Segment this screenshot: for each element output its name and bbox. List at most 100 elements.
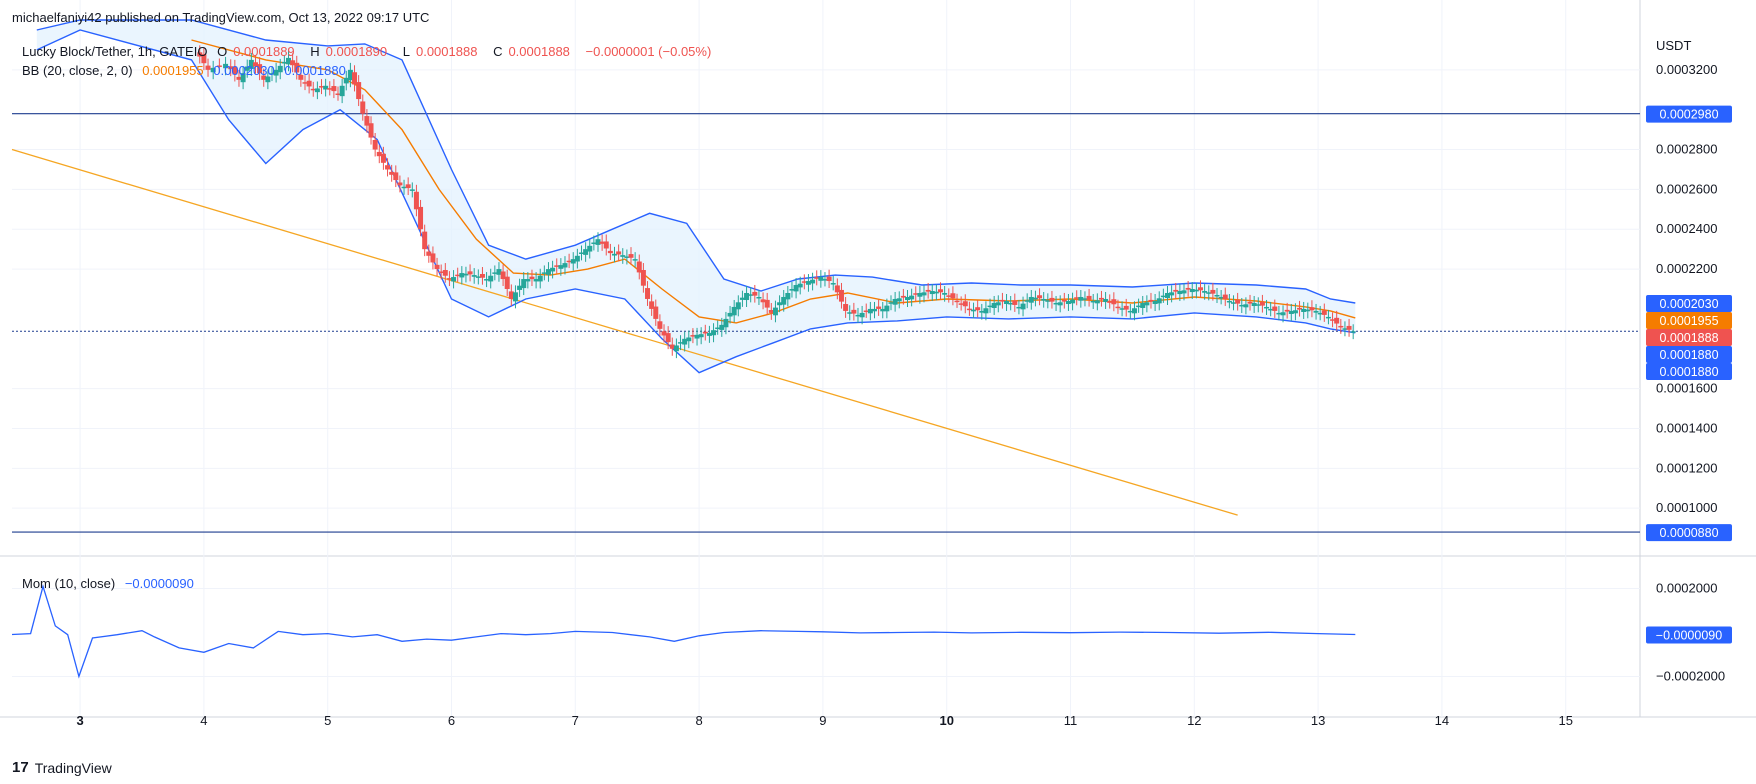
candle-body bbox=[834, 285, 840, 293]
candle-body bbox=[512, 292, 518, 302]
candle-body bbox=[715, 327, 721, 330]
candle-body bbox=[294, 62, 300, 73]
candle-body bbox=[838, 289, 844, 302]
candle-body bbox=[1156, 298, 1162, 304]
bb-basis-line bbox=[191, 39, 1356, 324]
candle-body bbox=[252, 62, 258, 67]
candle-body bbox=[393, 172, 399, 181]
candle-body bbox=[1198, 287, 1204, 291]
trend-line-segment bbox=[11, 148, 1238, 516]
candle-body bbox=[405, 184, 411, 189]
candle-body bbox=[1313, 310, 1319, 313]
candle-body bbox=[500, 271, 506, 280]
candle-body bbox=[744, 292, 750, 301]
candle-body bbox=[921, 292, 927, 296]
candle-body bbox=[1206, 292, 1212, 294]
candle-body bbox=[772, 307, 778, 316]
candle-body bbox=[983, 308, 989, 314]
main-legend: Lucky Block/Tether, 1h, GATEIO O 0.000188… bbox=[22, 44, 717, 59]
candle-body bbox=[1078, 296, 1084, 301]
candle-body bbox=[739, 297, 745, 300]
candle-body bbox=[958, 303, 964, 305]
bb-lower-line bbox=[36, 29, 1356, 374]
candle-body bbox=[723, 318, 729, 328]
candle-body bbox=[232, 66, 238, 75]
tradingview-logo-icon[interactable]: 17 bbox=[12, 759, 29, 776]
candle-body bbox=[201, 54, 207, 64]
candle-body bbox=[657, 321, 663, 329]
candle-body bbox=[1082, 298, 1088, 300]
candle-body bbox=[768, 309, 774, 313]
candle-body bbox=[1131, 308, 1137, 314]
candle-body bbox=[352, 72, 358, 85]
symbol-title[interactable]: Lucky Block/Tether, 1h, GATEIO bbox=[22, 44, 208, 59]
candle-body bbox=[938, 289, 944, 293]
mom-y-tick-label: 0.0002000 bbox=[1656, 581, 1717, 596]
candle-body bbox=[1160, 295, 1166, 298]
tradingview-wordmark[interactable]: TradingView bbox=[34, 759, 112, 776]
candle-body bbox=[1325, 316, 1331, 319]
candle-body bbox=[360, 101, 366, 114]
candle-body bbox=[1012, 300, 1018, 305]
candle-body bbox=[628, 254, 634, 258]
candle-body bbox=[339, 85, 345, 97]
bb-legend: BB (20, close, 2, 0) 0.0001955 0.0002030… bbox=[22, 63, 352, 78]
candle-body bbox=[451, 277, 457, 282]
candle-body bbox=[760, 299, 766, 303]
mom-label[interactable]: Mom (10, close) bbox=[22, 576, 116, 591]
candle-body bbox=[830, 283, 836, 285]
candle-body bbox=[735, 302, 741, 310]
candle-body bbox=[319, 86, 325, 88]
candle-body bbox=[562, 263, 568, 268]
candle-body bbox=[484, 279, 490, 281]
candle-body bbox=[818, 277, 824, 281]
candle-body bbox=[1057, 302, 1063, 306]
candle-body bbox=[591, 242, 597, 245]
axes: 3 4 5 6 7 8 9 10 11 12 13 14 15 0.0003200 0.0002800 0.0… bbox=[76, 38, 1725, 728]
candle-body bbox=[1103, 298, 1109, 303]
candle-body bbox=[756, 296, 762, 299]
y-tick-label: 0.0002400 bbox=[1656, 221, 1717, 236]
candle-body bbox=[595, 239, 601, 245]
price-label-box bbox=[1646, 345, 1732, 363]
low-label: L 0.0001888 bbox=[403, 44, 484, 59]
price-label-box bbox=[1646, 524, 1732, 542]
price-label-text: 0.0001880 bbox=[1659, 365, 1718, 379]
candle-body bbox=[966, 308, 972, 311]
candle-body bbox=[1280, 312, 1286, 316]
candle-body bbox=[933, 291, 939, 294]
candle-body bbox=[1177, 291, 1183, 295]
l-value: 0.0001888 bbox=[415, 44, 478, 59]
candle-body bbox=[599, 241, 605, 244]
candle-body bbox=[281, 61, 287, 64]
candle-body bbox=[426, 251, 432, 256]
candle-body bbox=[1024, 300, 1030, 302]
candle-body bbox=[409, 189, 415, 191]
candle-body bbox=[197, 52, 203, 57]
candle-body bbox=[678, 342, 684, 344]
close-label: C 0.0001888 bbox=[493, 44, 576, 59]
candle-body bbox=[1090, 300, 1096, 303]
candle-body bbox=[1020, 303, 1026, 310]
candle-body bbox=[1152, 300, 1158, 305]
candle-body bbox=[327, 88, 333, 90]
price-label-text: 0.0000880 bbox=[1659, 526, 1718, 540]
candle-body bbox=[265, 76, 271, 83]
y-tick-label: 0.0001400 bbox=[1656, 420, 1717, 435]
bb-label[interactable]: BB (20, close, 2, 0) bbox=[22, 63, 133, 78]
candle-body bbox=[1321, 310, 1327, 315]
candle-body bbox=[471, 275, 477, 277]
candle-body bbox=[793, 285, 799, 292]
candle-body bbox=[748, 294, 754, 296]
candle-body bbox=[413, 191, 419, 210]
price-label-box bbox=[1646, 311, 1732, 329]
change-value: −0.0000001 (−0.05%) bbox=[585, 44, 712, 59]
candle-body bbox=[942, 292, 948, 295]
candle-body bbox=[216, 65, 222, 67]
candle-body bbox=[583, 249, 589, 255]
candle-body bbox=[785, 292, 791, 300]
candle-body bbox=[892, 298, 898, 305]
candle-body bbox=[347, 69, 353, 81]
candle-body bbox=[1041, 298, 1047, 301]
